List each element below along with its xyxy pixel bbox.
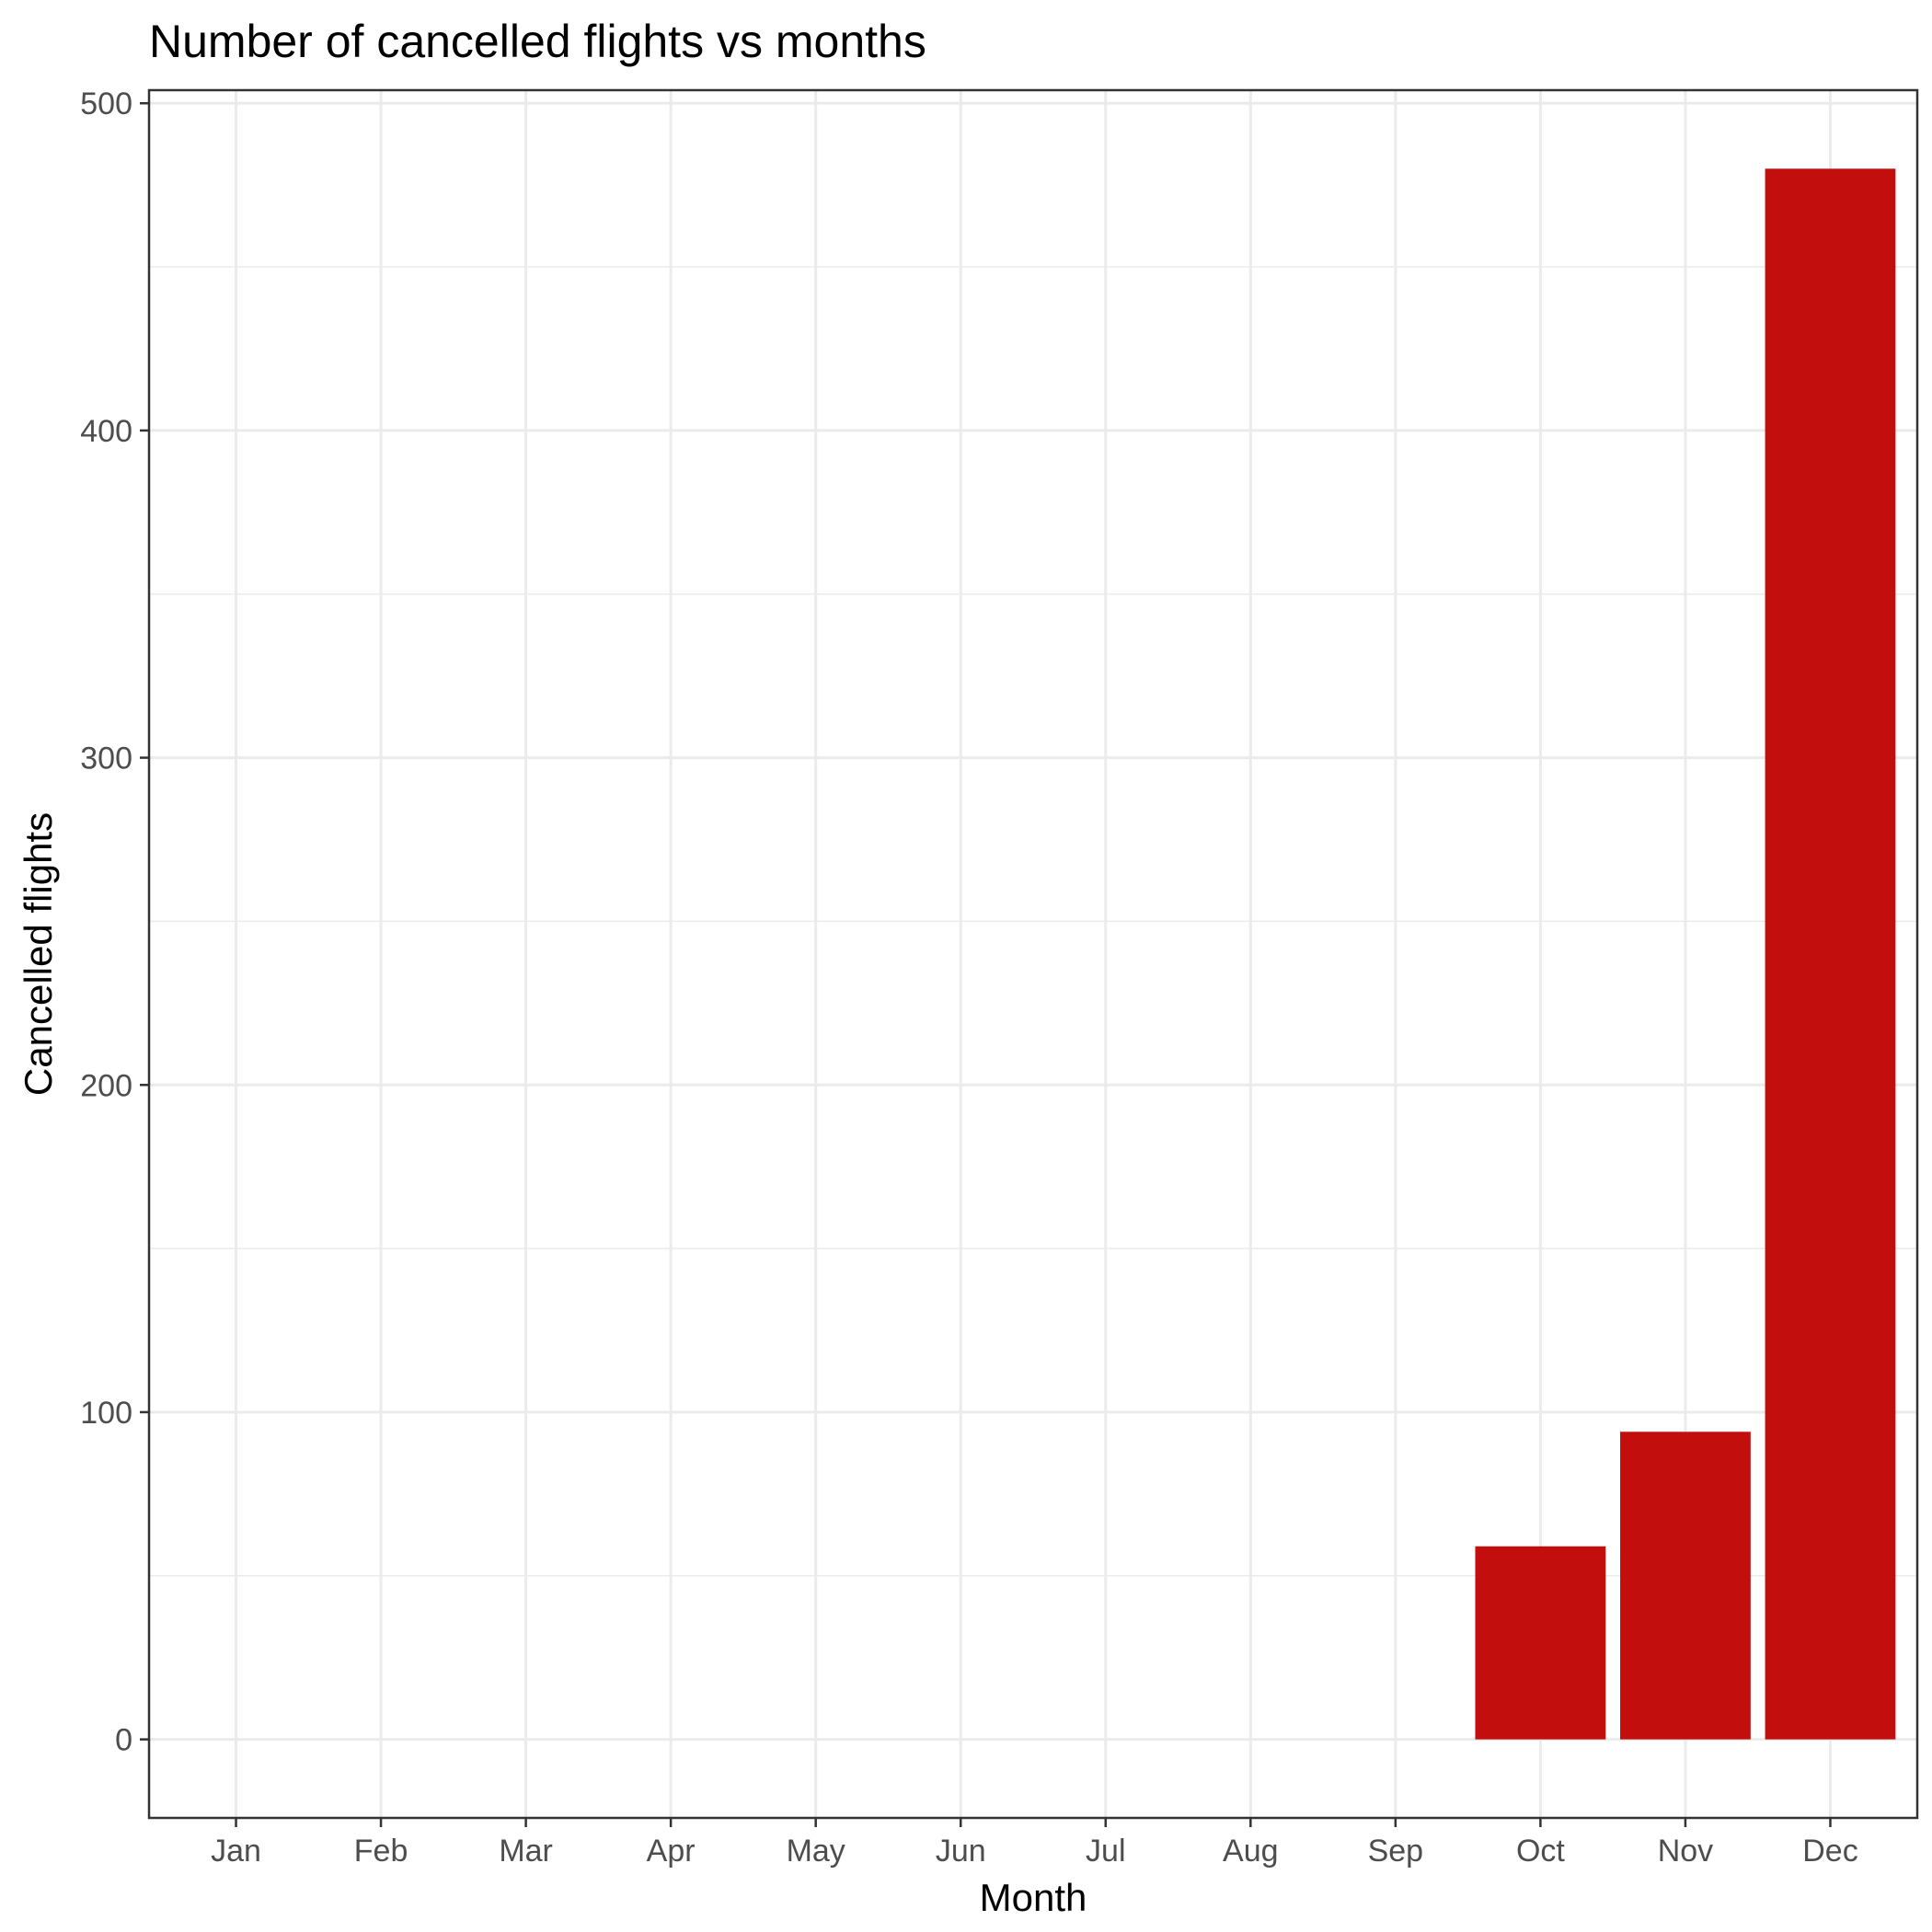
y-tick-label: 500	[80, 86, 132, 121]
x-tick-label: Oct	[1516, 1834, 1565, 1869]
x-axis: Jan Feb Mar Apr May Jun Jul Aug Sep Oct Nov Dec	[211, 1818, 1858, 1869]
x-tick-label: Jun	[936, 1834, 986, 1869]
x-tick-label: Apr	[647, 1834, 696, 1869]
y-axis-title: Cancelled flights	[17, 812, 60, 1096]
x-tick-label: May	[787, 1834, 845, 1869]
y-tick-label: 100	[80, 1396, 132, 1431]
x-tick-label: Aug	[1223, 1834, 1279, 1869]
x-tick-label: Sep	[1368, 1834, 1424, 1869]
x-tick-label: Jul	[1086, 1834, 1125, 1869]
y-tick-label: 400	[80, 414, 132, 449]
y-tick-label: 0	[115, 1723, 132, 1758]
bars	[1475, 168, 1896, 1740]
x-tick-label: Feb	[354, 1834, 408, 1869]
y-tick-label: 300	[80, 742, 132, 776]
x-axis-title: Month	[980, 1876, 1087, 1919]
bar-dec	[1765, 168, 1896, 1740]
bar-oct	[1475, 1546, 1606, 1740]
chart-title: Number of cancelled flights vs months	[149, 16, 926, 67]
x-tick-label: Nov	[1658, 1834, 1713, 1869]
y-axis: 0 100 200 300 400 500	[80, 86, 149, 1758]
x-tick-label: Jan	[211, 1834, 261, 1869]
bar-nov	[1620, 1432, 1751, 1740]
y-tick-label: 200	[80, 1068, 132, 1103]
x-tick-label: Mar	[499, 1834, 553, 1869]
x-tick-label: Dec	[1802, 1834, 1857, 1869]
panel-border	[147, 88, 1919, 1820]
